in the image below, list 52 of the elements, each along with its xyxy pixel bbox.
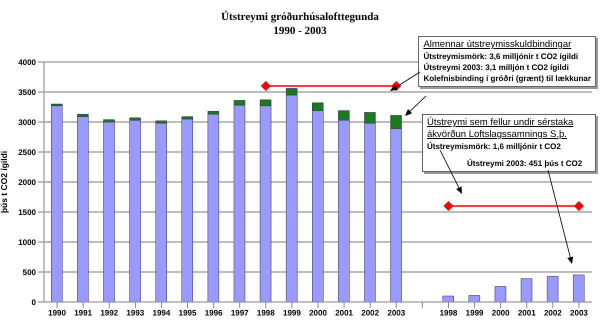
- annotation: Útstreymismörk: 1,6 milljónir t CO2: [427, 141, 562, 152]
- y-tick-label: 500: [22, 268, 37, 277]
- y-tick-label: 3500: [18, 88, 37, 97]
- bar: [468, 295, 480, 302]
- x-tick-label: 1992: [100, 308, 119, 318]
- chart-subtitle: 1990 - 2003: [272, 24, 328, 38]
- x-tick-label: 1998: [440, 308, 458, 318]
- x-tick-label: 1998: [256, 308, 276, 318]
- annotation: Útstreymi sem fellur undir sérstaka ákvörðun Loftslagssamnings S.þ.: [427, 117, 574, 141]
- bar: [572, 274, 584, 302]
- y-tick-label: 2000: [18, 178, 37, 187]
- bar: [155, 122, 167, 302]
- y-axis-title: þús t CO2 ígildi: [0, 150, 10, 214]
- bar: [182, 118, 194, 302]
- callout-box: Útstreymi sem fellur undir sérstaka ákvörðun Loftslagssamnings S.þ. Útstreymismörk: 1,6 milljónir t CO2 Útstreymi 2003: 451 þús t CO2: [422, 114, 596, 172]
- x-tick-label: 2000: [309, 308, 328, 318]
- bar: [77, 116, 89, 302]
- callout-box: Almennar útstreymisskuldbindingar Útstreymismörk: 3,6 milljónir t CO2 ígildi Útstreymi 2003: 3,1 milljón t CO2 ígildi Kolefnisbinding í gróðri (grænt) til lækkunar: [418, 36, 596, 87]
- bar: [442, 296, 454, 302]
- bar: [103, 122, 115, 302]
- y-tick-label: 1500: [18, 208, 37, 217]
- y-tick-label: 2500: [18, 148, 37, 157]
- bar: [129, 120, 141, 302]
- x-tick-label: 1996: [204, 308, 224, 318]
- x-tick-label: 1991: [74, 308, 93, 318]
- bar: [546, 276, 558, 302]
- bar: [520, 278, 532, 302]
- x-tick-label: 2002: [544, 308, 562, 318]
- x-tick-label: 1995: [178, 308, 197, 318]
- x-tick-label: 2001: [335, 308, 354, 318]
- x-tick-label: 1997: [230, 308, 250, 318]
- bar: [51, 106, 63, 302]
- y-tick-label: 3000: [18, 118, 37, 127]
- annotation: Útstreymi 2003: 3,1 milljón t CO2 ígildi: [423, 62, 570, 73]
- chart-title: Útstreymi gróðurhúsalofttegunda: [220, 10, 380, 24]
- x-tick-label: 1993: [126, 308, 145, 318]
- x-tick-label: 1999: [466, 308, 484, 318]
- x-tick-label: 1999: [283, 308, 302, 318]
- x-tick-label: 1994: [152, 308, 171, 318]
- x-tick-label: 2000: [492, 308, 510, 318]
- annotation: Kolefnisbinding í gróðri (grænt) til lækkunar: [423, 73, 591, 84]
- bar: [494, 286, 506, 302]
- y-tick-label: 4000: [18, 58, 37, 67]
- x-tick-label: 1990: [48, 308, 66, 318]
- x-tick-label: 2001: [518, 308, 536, 318]
- y-tick-label: 0: [32, 298, 37, 307]
- bar: [208, 114, 220, 302]
- x-tick-label: 2003: [570, 308, 588, 318]
- y-tick-label: 1000: [18, 238, 37, 247]
- x-tick-label: 2002: [361, 308, 380, 318]
- annotation: Útstreymi 2003: 451 þús t CO2: [466, 158, 584, 169]
- x-tick-label: 2003: [387, 308, 406, 318]
